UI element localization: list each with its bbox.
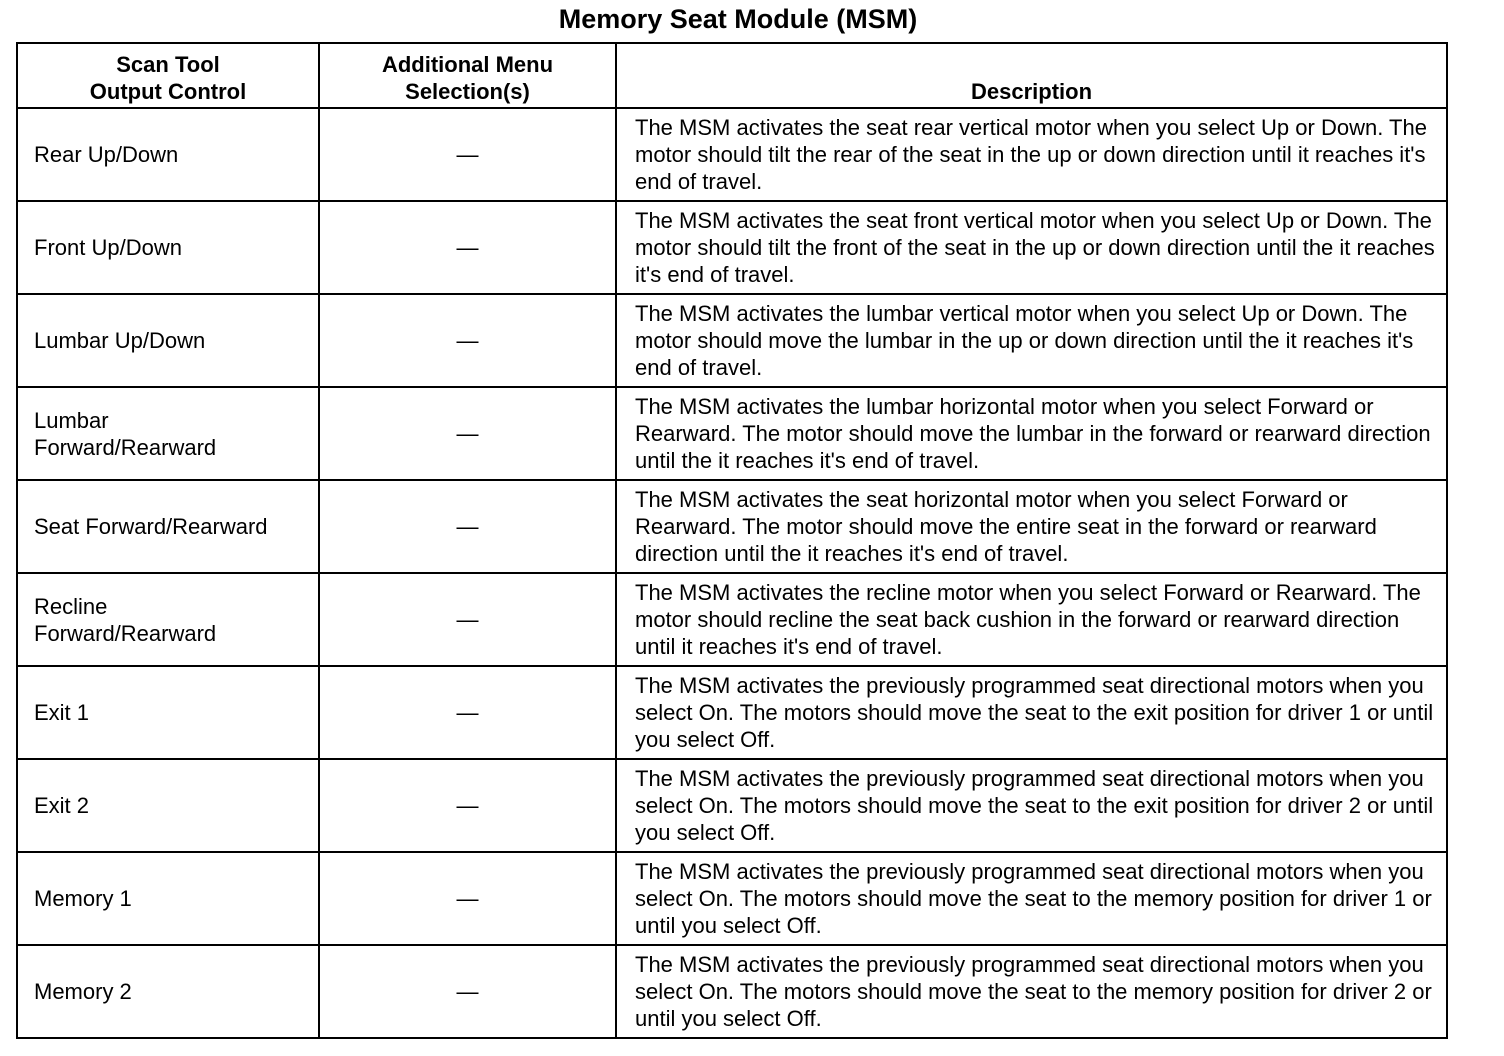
- control-label: Rear Up/Down: [34, 142, 179, 167]
- control-label: Lumbar Up/Down: [34, 328, 206, 353]
- cell-output-control: Front Up/Down: [16, 200, 320, 295]
- table-row: Memory 1 — The MSM activates the previousl…: [16, 851, 1448, 946]
- cell-description: The MSM activates the previously program…: [615, 944, 1448, 1039]
- cell-menu-selection: —: [318, 386, 617, 481]
- control-label: Forward/Rearward: [34, 620, 217, 646]
- cell-menu-selection: —: [318, 665, 617, 760]
- table-row: Lumbar Forward/Rearward — The MSM activates…: [16, 386, 1448, 481]
- cell-description: The MSM activates the lumbar horizontal …: [615, 386, 1448, 481]
- page-title: Memory Seat Module (MSM): [558, 4, 918, 34]
- control-label: Exit 2: [34, 793, 90, 818]
- cell-menu-selection: —: [318, 758, 617, 853]
- table-row: Exit 2 — The MSM activates the previously …: [16, 758, 1448, 853]
- header-line: Selection(s): [405, 79, 530, 104]
- cell-output-control: Exit 2: [16, 758, 320, 853]
- cell-menu-selection: —: [318, 851, 617, 946]
- control-label: Front Up/Down: [34, 235, 182, 260]
- cell-menu-selection: —: [318, 293, 617, 388]
- table-row: Memory 2 — The MSM activates the previousl…: [16, 944, 1448, 1039]
- table-row: Lumbar Up/Down — The MSM activates the lum…: [16, 293, 1448, 388]
- header-line: Scan Tool: [116, 52, 220, 77]
- cell-description: The MSM activates the previously program…: [615, 758, 1448, 853]
- cell-description: The MSM activates the seat rear vertical…: [615, 107, 1448, 202]
- table-row: Recline Forward/Rearward — The MSM activate…: [16, 572, 1448, 667]
- cell-output-control: Seat Forward/Rearward: [16, 479, 320, 574]
- cell-description: The MSM activates the recline motor when…: [615, 572, 1448, 667]
- cell-output-control: Memory 2: [16, 944, 320, 1039]
- control-label: Seat Forward/Rearward: [34, 514, 268, 539]
- header-additional-menu: Additional Menu Selection(s): [318, 42, 617, 109]
- cell-output-control: Lumbar Up/Down: [16, 293, 320, 388]
- control-label: Recline: [34, 593, 108, 619]
- cell-output-control: Exit 1: [16, 665, 320, 760]
- table-row: Exit 1 — The MSM activates the previously …: [16, 665, 1448, 760]
- cell-output-control: Rear Up/Down: [16, 107, 320, 202]
- control-label: Forward/Rearward: [34, 434, 217, 460]
- cell-menu-selection: —: [318, 572, 617, 667]
- control-label: Memory 1: [34, 886, 132, 911]
- control-label: Lumbar: [34, 407, 109, 433]
- table-header-row: Scan Tool Output Control Additional Menu S…: [16, 42, 1448, 109]
- header-line: Output Control: [89, 79, 247, 104]
- cell-output-control: Recline Forward/Rearward: [16, 572, 320, 667]
- cell-description: The MSM activates the previously program…: [615, 851, 1448, 946]
- table-row: Rear Up/Down — The MSM activates the seat …: [16, 107, 1448, 202]
- cell-menu-selection: —: [318, 107, 617, 202]
- cell-menu-selection: —: [318, 200, 617, 295]
- table-row: Front Up/Down — The MSM activates the seat…: [16, 200, 1448, 295]
- header-line: Additional Menu: [381, 52, 554, 77]
- control-label: Memory 2: [34, 979, 132, 1004]
- cell-output-control: Lumbar Forward/Rearward: [16, 386, 320, 481]
- cell-menu-selection: —: [318, 479, 617, 574]
- cell-description: The MSM activates the seat horizontal mo…: [615, 479, 1448, 574]
- cell-description: The MSM activates the previously program…: [615, 665, 1448, 760]
- cell-description: The MSM activates the seat front vertica…: [615, 200, 1448, 295]
- header-scan-tool-output-control: Scan Tool Output Control: [16, 42, 320, 109]
- header-description: Description: [615, 42, 1448, 109]
- output-control-table: Scan Tool Output Control Additional Menu S…: [16, 42, 1448, 1039]
- cell-description: The MSM activates the lumbar vertical mo…: [615, 293, 1448, 388]
- table-row: Seat Forward/Rearward — The MSM activates …: [16, 479, 1448, 574]
- cell-output-control: Memory 1: [16, 851, 320, 946]
- control-label: Exit 1: [34, 700, 90, 725]
- cell-menu-selection: —: [318, 944, 617, 1039]
